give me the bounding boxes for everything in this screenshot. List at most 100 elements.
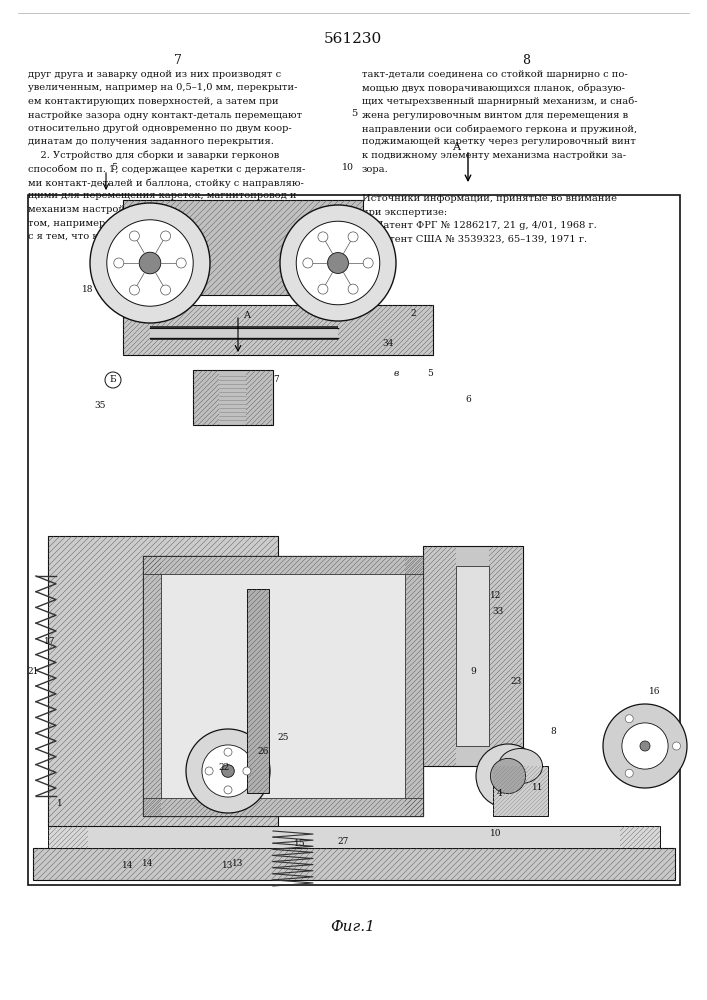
Text: такт-детали соединена со стойкой шарнирно с по-: такт-детали соединена со стойкой шарнирн… bbox=[362, 70, 628, 79]
Text: 5: 5 bbox=[111, 163, 117, 172]
Circle shape bbox=[176, 258, 186, 268]
Circle shape bbox=[280, 205, 396, 321]
Text: 16: 16 bbox=[649, 686, 661, 696]
Circle shape bbox=[202, 745, 254, 797]
Text: 27: 27 bbox=[337, 836, 349, 846]
Bar bbox=[143, 556, 161, 816]
Text: 26: 26 bbox=[257, 746, 269, 756]
Bar bbox=[143, 556, 423, 816]
Circle shape bbox=[327, 253, 349, 273]
Bar bbox=[493, 766, 548, 816]
Text: увеличенным, например на 0,5–1,0 мм, перекрыти-: увеличенным, например на 0,5–1,0 мм, пер… bbox=[28, 84, 298, 93]
Text: 8: 8 bbox=[522, 54, 530, 67]
Text: 2. Устройство для сборки и заварки герконов: 2. Устройство для сборки и заварки герко… bbox=[28, 151, 279, 160]
Bar bbox=[456, 566, 489, 746]
Text: 23: 23 bbox=[510, 676, 522, 686]
Bar bbox=[193, 370, 273, 425]
Circle shape bbox=[90, 203, 210, 323]
Circle shape bbox=[224, 786, 232, 794]
Text: 14: 14 bbox=[142, 859, 153, 868]
Text: механизм настройки зазора с подвижным элемен-: механизм настройки зазора с подвижным эл… bbox=[28, 205, 294, 214]
Text: настройке зазора одну контакт-деталь перемещают: настройке зазора одну контакт-деталь пер… bbox=[28, 110, 302, 119]
Text: ем контактирующих поверхностей, а затем при: ем контактирующих поверхностей, а затем … bbox=[28, 97, 279, 106]
Bar bbox=[28, 195, 680, 885]
Text: 17: 17 bbox=[45, 637, 56, 646]
Text: 21: 21 bbox=[28, 666, 39, 676]
Text: ми контакт-деталей и баллона, стойку с направляю-: ми контакт-деталей и баллона, стойку с н… bbox=[28, 178, 304, 188]
Text: том, например, в виде кулачка, о т л и ч а ю щ е е-: том, например, в виде кулачка, о т л и ч… bbox=[28, 219, 294, 228]
Circle shape bbox=[160, 285, 170, 295]
Text: 1: 1 bbox=[57, 800, 63, 808]
Bar bbox=[143, 798, 423, 816]
Bar bbox=[423, 546, 523, 766]
Text: 5: 5 bbox=[427, 368, 433, 377]
Text: 561230: 561230 bbox=[324, 32, 382, 46]
Bar bbox=[123, 200, 363, 295]
Circle shape bbox=[672, 742, 681, 750]
Text: при экспертизе:: при экспертизе: bbox=[362, 208, 448, 217]
Text: динатам до получения заданного перекрытия.: динатам до получения заданного перекрыти… bbox=[28, 137, 274, 146]
Bar bbox=[33, 848, 675, 880]
Text: друг друга и заварку одной из них производят с: друг друга и заварку одной из них произв… bbox=[28, 70, 281, 79]
Bar bbox=[123, 305, 433, 355]
Text: 25: 25 bbox=[277, 734, 288, 742]
Circle shape bbox=[491, 758, 525, 794]
Text: 7: 7 bbox=[273, 375, 279, 384]
Text: щими для перемещения кареток, магнитопровод и: щими для перемещения кареток, магнитопро… bbox=[28, 192, 296, 200]
Text: 2. Патент США № 3539323, 65–139, 1971 г.: 2. Патент США № 3539323, 65–139, 1971 г. bbox=[362, 235, 590, 244]
Text: щих четырехзвенный шарнирный механизм, и снаб-: щих четырехзвенный шарнирный механизм, и… bbox=[362, 97, 638, 106]
Circle shape bbox=[296, 221, 380, 305]
Text: 11: 11 bbox=[532, 784, 544, 792]
Text: 13: 13 bbox=[233, 859, 244, 868]
Bar bbox=[247, 589, 269, 793]
Text: 6: 6 bbox=[465, 395, 471, 404]
Circle shape bbox=[243, 767, 251, 775]
Text: 14: 14 bbox=[122, 860, 134, 869]
Circle shape bbox=[303, 258, 312, 268]
Text: 18: 18 bbox=[82, 286, 94, 294]
Circle shape bbox=[318, 284, 328, 294]
Circle shape bbox=[348, 232, 358, 242]
Text: A: A bbox=[243, 310, 250, 320]
Ellipse shape bbox=[498, 748, 542, 784]
Circle shape bbox=[625, 769, 633, 777]
Text: Фиг.1: Фиг.1 bbox=[331, 920, 375, 934]
Circle shape bbox=[476, 744, 540, 808]
Circle shape bbox=[625, 715, 633, 723]
Text: 15: 15 bbox=[294, 840, 306, 848]
Text: 10: 10 bbox=[490, 830, 502, 838]
Circle shape bbox=[205, 767, 213, 775]
Text: 1. Патент ФРГ № 1286217, 21 g, 4/01, 1968 г.: 1. Патент ФРГ № 1286217, 21 g, 4/01, 196… bbox=[362, 221, 597, 230]
Circle shape bbox=[603, 704, 687, 788]
Text: Б: Б bbox=[110, 375, 117, 384]
Text: 33: 33 bbox=[492, 606, 503, 615]
Circle shape bbox=[318, 232, 328, 242]
Text: относительно другой одновременно по двум коор-: относительно другой одновременно по двум… bbox=[28, 124, 292, 133]
Text: 10: 10 bbox=[342, 162, 354, 172]
Bar bbox=[143, 556, 423, 574]
Circle shape bbox=[129, 231, 139, 241]
Circle shape bbox=[622, 723, 668, 769]
Bar bbox=[48, 536, 278, 826]
Text: 34: 34 bbox=[382, 338, 394, 348]
Text: жена регулировочным винтом для перемещения в: жена регулировочным винтом для перемещен… bbox=[362, 110, 628, 119]
Circle shape bbox=[129, 285, 139, 295]
Text: 2: 2 bbox=[410, 308, 416, 318]
Circle shape bbox=[348, 284, 358, 294]
Text: 22: 22 bbox=[218, 764, 230, 772]
Text: 12: 12 bbox=[491, 591, 502, 600]
Bar bbox=[48, 826, 660, 848]
Text: в: в bbox=[393, 368, 399, 377]
Circle shape bbox=[105, 372, 121, 388]
Text: A: A bbox=[452, 142, 460, 152]
Text: 13: 13 bbox=[222, 860, 234, 869]
Circle shape bbox=[160, 231, 170, 241]
Circle shape bbox=[363, 258, 373, 268]
Text: способом по п. 1, содержащее каретки с держателя-: способом по п. 1, содержащее каретки с д… bbox=[28, 164, 305, 174]
Text: к подвижному элементу механизма настройки за-: к подвижному элементу механизма настройк… bbox=[362, 151, 626, 160]
Text: мощью двух поворачивающихся планок, образую-: мощью двух поворачивающихся планок, обра… bbox=[362, 84, 625, 93]
Circle shape bbox=[640, 741, 650, 751]
Circle shape bbox=[139, 252, 160, 274]
Text: 8: 8 bbox=[550, 726, 556, 736]
Text: с я тем, что каретка одного из держателей кон-: с я тем, что каретка одного из держателе… bbox=[28, 232, 280, 241]
